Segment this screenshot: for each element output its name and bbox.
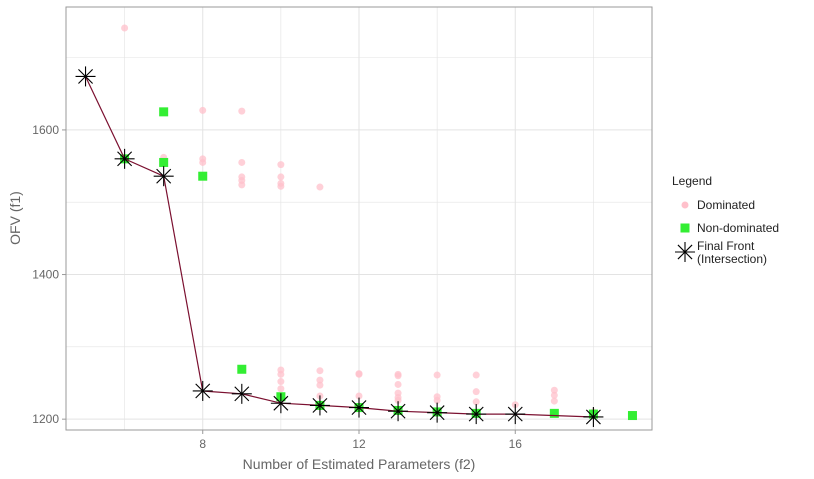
dominated-point — [277, 370, 285, 378]
dominated-point — [316, 381, 324, 389]
legend-label-line: (Intersection) — [697, 252, 767, 266]
final-front-point — [466, 404, 487, 425]
non-dominated-point — [159, 157, 169, 167]
dominated-point — [472, 388, 480, 396]
final-front-point — [270, 393, 291, 414]
dominated-point — [277, 161, 285, 169]
star-stroke — [507, 406, 523, 422]
dominated-series — [121, 24, 597, 416]
legend-keys — [675, 201, 695, 262]
grid — [66, 7, 652, 430]
star-stroke — [117, 151, 133, 167]
final-front-point — [114, 148, 135, 169]
legend-label-non-dominated: Non-dominated — [697, 221, 779, 235]
non-dominated-point — [549, 408, 559, 418]
x-axis-title: Number of Estimated Parameters (f2) — [243, 456, 476, 472]
dominated-point — [355, 370, 363, 378]
legend: Legend Dominated Non-dominated Final Fro… — [672, 174, 779, 266]
star-stroke — [468, 406, 484, 422]
legend-key-dominated — [681, 201, 689, 209]
legend-label-final-front: Final Front (Intersection) — [697, 239, 767, 266]
final-front-point — [153, 166, 174, 187]
dominated-point — [277, 385, 285, 393]
dominated-point — [550, 397, 558, 405]
dominated-point — [433, 396, 441, 404]
final-front-point — [349, 397, 369, 418]
star-stroke — [195, 383, 211, 399]
dominated-point — [433, 371, 441, 379]
final-front-point — [427, 402, 448, 423]
non-dominated-point — [198, 171, 208, 181]
dominated-point — [355, 392, 363, 400]
dominated-point — [277, 182, 285, 190]
final-front-series — [75, 66, 604, 427]
legend-label-line: Final Front — [697, 239, 755, 253]
final-front-point — [192, 380, 213, 401]
star-stroke — [234, 386, 250, 402]
dominated-point — [316, 183, 324, 191]
final-front-point — [231, 383, 252, 404]
y-tick-label: 1600 — [32, 123, 59, 137]
star-stroke — [312, 397, 328, 413]
dominated-point — [121, 24, 129, 32]
legend-key-non-dominated — [680, 223, 690, 233]
dominated-point — [394, 396, 402, 404]
non-dominated-point — [237, 364, 247, 374]
dominated-point — [277, 173, 285, 181]
star-stroke — [273, 395, 289, 411]
legend-key-final-front — [675, 242, 695, 262]
y-axis-title: OFV (f1) — [7, 191, 23, 245]
dominated-point — [316, 376, 324, 384]
dominated-point — [199, 106, 207, 114]
y-tick-label: 1400 — [32, 268, 59, 282]
non-dominated-point — [159, 107, 169, 117]
dominated-point — [472, 371, 480, 379]
final-front-point — [583, 406, 604, 427]
final-front-point — [75, 66, 96, 87]
dominated-point — [199, 158, 207, 166]
dominated-point — [394, 380, 402, 388]
y-tick-label: 1200 — [32, 412, 59, 426]
star-stroke — [78, 68, 93, 84]
y-axis-ticks: 1200 1400 1600 — [32, 123, 66, 426]
star-stroke — [585, 409, 601, 425]
star-stroke — [156, 168, 172, 184]
star-stroke — [429, 405, 445, 421]
dominated-point — [316, 367, 324, 375]
final-front-point — [309, 395, 330, 416]
final-front-point — [388, 401, 409, 422]
dominated-point — [550, 391, 558, 399]
legend-label-dominated: Dominated — [697, 198, 755, 212]
non-dominated-point — [627, 411, 637, 421]
dominated-point — [238, 181, 246, 189]
dominated-point — [394, 372, 402, 380]
dominated-point — [238, 158, 246, 166]
dominated-point — [550, 386, 558, 394]
final-front-point — [505, 404, 526, 425]
star-stroke — [351, 400, 367, 416]
x-tick-label: 16 — [509, 437, 523, 451]
dominated-point — [277, 378, 285, 386]
x-tick-label: 12 — [352, 437, 366, 451]
legend-title: Legend — [672, 174, 712, 188]
star-stroke — [390, 403, 406, 419]
x-axis-ticks: 8 12 16 — [199, 430, 522, 451]
star-stroke — [677, 244, 693, 260]
x-tick-label: 8 — [199, 437, 206, 451]
dominated-point — [472, 398, 480, 406]
dominated-point — [238, 107, 246, 115]
